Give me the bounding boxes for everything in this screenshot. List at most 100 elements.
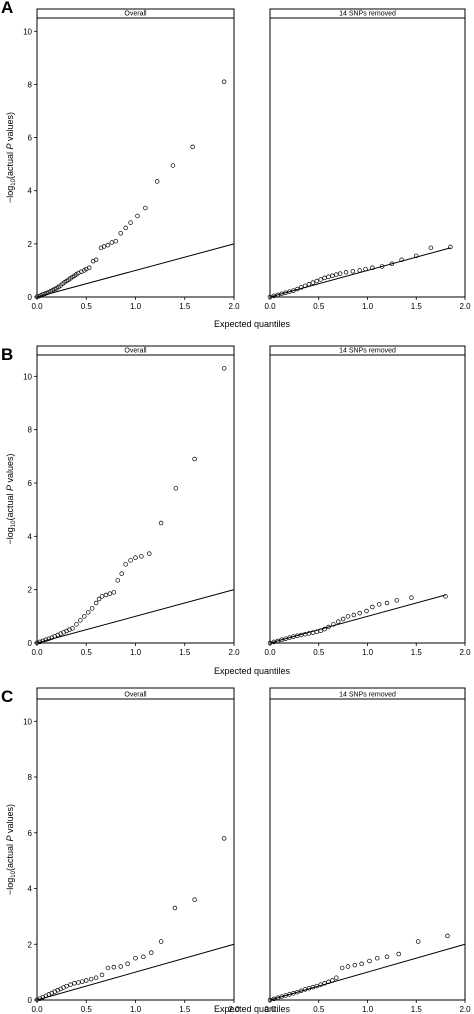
- strip-title: Overall: [124, 348, 147, 355]
- data-point: [389, 261, 395, 267]
- data-point: [34, 640, 40, 645]
- x-tick-label: 1.5: [411, 302, 423, 311]
- data-point: [295, 989, 300, 995]
- data-point: [443, 594, 448, 599]
- x-tick-label: 2.0: [228, 1005, 240, 1014]
- data-point: [287, 992, 292, 997]
- data-point: [283, 993, 288, 998]
- data-point: [357, 268, 362, 273]
- data-point: [331, 622, 336, 627]
- panel-label: C: [1, 687, 13, 706]
- data-point: [170, 163, 176, 168]
- y-tick-label: 0: [28, 639, 33, 648]
- panel-B-removed: 14 SNPs removed 0.0 0.5 1.0 1.5 2.0: [264, 345, 471, 657]
- y-tick-label: 6: [28, 829, 33, 838]
- data-point: [302, 987, 308, 992]
- x-tick-label: 1.5: [179, 648, 191, 657]
- data-point: [143, 205, 148, 211]
- data-point: [93, 975, 99, 980]
- strip-title: 14 SNPs removed: [339, 348, 396, 355]
- data-point: [396, 951, 401, 957]
- data-point: [267, 294, 273, 300]
- data-point: [105, 242, 111, 248]
- data-point: [314, 629, 320, 635]
- data-point: [36, 293, 42, 299]
- x-tick-label: 0.0: [264, 648, 276, 657]
- data-point: [367, 958, 372, 964]
- x-tick-label: 0.5: [81, 1005, 93, 1014]
- strip-title: 14 SNPs removed: [339, 11, 396, 18]
- x-tick-label: 0.0: [264, 1005, 276, 1014]
- y-tick-label: 10: [23, 27, 32, 36]
- data-point: [78, 618, 83, 623]
- data-point: [287, 289, 292, 294]
- data-point: [113, 238, 119, 244]
- data-point: [158, 939, 164, 944]
- reference-line: [269, 943, 466, 1001]
- data-point: [271, 639, 277, 645]
- data-point: [86, 265, 92, 271]
- x-tick-label: 1.5: [179, 1005, 191, 1014]
- data-point: [384, 600, 390, 606]
- data-point: [118, 964, 123, 969]
- panel-B-overall: Overall 0.0 0.5 1.0 1.5 2.0 0 2 4 6 8 10: [23, 345, 240, 657]
- data-point: [267, 997, 273, 1003]
- y-tick-label: 6: [28, 134, 33, 143]
- x-tick-label: 1.0: [130, 1005, 142, 1014]
- data-point: [88, 976, 94, 982]
- x-tick-label: 0.5: [313, 1005, 325, 1014]
- data-point: [89, 606, 95, 611]
- data-point: [326, 979, 331, 985]
- data-point: [72, 981, 77, 986]
- panel-label: B: [1, 345, 13, 364]
- data-point: [379, 264, 385, 269]
- data-point: [172, 905, 178, 911]
- data-point: [310, 984, 316, 990]
- data-point: [267, 640, 273, 646]
- data-point: [394, 598, 400, 603]
- x-tick-label: 0.5: [313, 648, 325, 657]
- data-point: [115, 578, 121, 583]
- panel-C-removed: 14 SNPs removed 0.0 0.5 1.0 1.5 2.0: [264, 687, 471, 1014]
- x-tick-label: 0.0: [264, 302, 276, 311]
- x-tick-label: 0.0: [31, 302, 43, 311]
- data-point: [271, 293, 277, 299]
- plot-frame: [36, 698, 235, 1001]
- data-point: [99, 972, 105, 978]
- x-tick-label: 1.0: [130, 648, 142, 657]
- x-axis-title: Expected quantiles: [214, 319, 291, 329]
- data-point: [158, 520, 164, 526]
- reference-line: [36, 243, 235, 298]
- data-point: [221, 366, 227, 371]
- data-point: [119, 571, 124, 576]
- y-tick-label: 8: [28, 773, 33, 782]
- data-point: [139, 554, 144, 559]
- data-point: [109, 240, 115, 245]
- data-point: [43, 637, 49, 643]
- x-tick-label: 0.0: [31, 1005, 43, 1014]
- y-tick-label: 4: [28, 532, 33, 541]
- data-point: [221, 79, 227, 85]
- data-point: [101, 244, 107, 249]
- data-point: [336, 619, 341, 624]
- data-point: [190, 144, 195, 150]
- data-point: [357, 610, 362, 616]
- y-tick-label: 2: [28, 940, 33, 949]
- data-point: [414, 253, 419, 259]
- x-tick-label: 2.0: [459, 302, 471, 311]
- data-point: [445, 933, 450, 939]
- data-point: [37, 639, 43, 645]
- data-point: [322, 275, 327, 281]
- data-point: [80, 979, 85, 984]
- data-point: [154, 179, 160, 184]
- y-tick-label: 4: [28, 187, 33, 196]
- panel-label: A: [1, 0, 13, 17]
- x-tick-label: 1.0: [362, 1005, 374, 1014]
- data-point: [34, 997, 40, 1002]
- data-point: [82, 614, 87, 619]
- data-point: [149, 950, 154, 955]
- data-point: [128, 558, 133, 563]
- data-point: [306, 281, 312, 287]
- data-point: [291, 991, 296, 996]
